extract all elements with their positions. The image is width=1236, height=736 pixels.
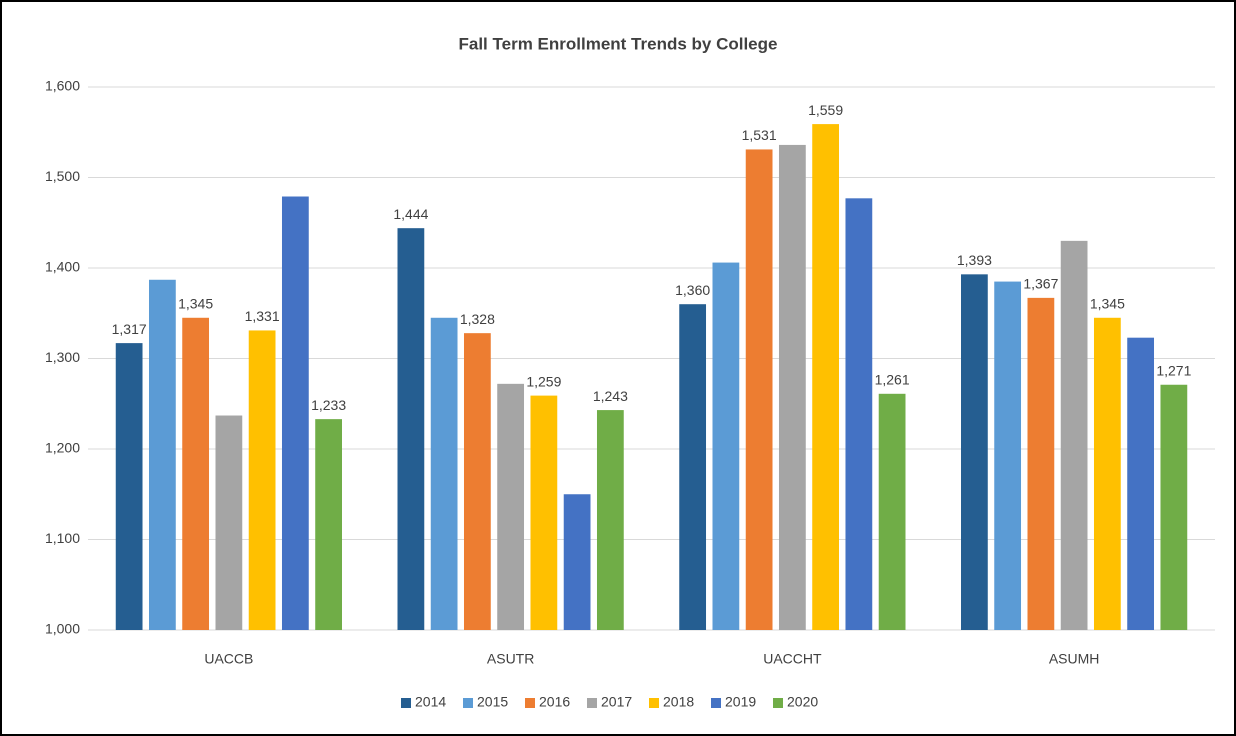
data-label: 1,345 — [1090, 295, 1125, 311]
legend-swatch — [711, 698, 721, 708]
bar — [778, 144, 806, 631]
x-tick-label: UACCB — [204, 651, 253, 667]
y-tick-label: 1,100 — [45, 530, 80, 546]
data-label: 1,328 — [460, 311, 495, 327]
data-label: 1,444 — [393, 206, 428, 222]
bar — [596, 410, 624, 630]
x-tick-label: UACCHT — [763, 651, 822, 667]
bar — [430, 317, 458, 630]
bar — [530, 395, 558, 630]
legend-label: 2019 — [725, 694, 756, 710]
data-label: 1,360 — [675, 282, 710, 298]
bar — [878, 393, 906, 630]
bar — [712, 262, 740, 630]
legend-swatch — [649, 698, 659, 708]
legend-swatch — [401, 698, 411, 708]
y-tick-label: 1,600 — [45, 78, 80, 94]
legend-swatch — [463, 698, 473, 708]
legend-label: 2018 — [663, 694, 694, 710]
bar — [745, 149, 773, 630]
legend-label: 2015 — [477, 694, 508, 710]
y-tick-label: 1,500 — [45, 168, 80, 184]
y-tick-label: 1,200 — [45, 440, 80, 456]
x-tick-label: ASUMH — [1049, 651, 1100, 667]
legend-label: 2016 — [539, 694, 570, 710]
bar — [397, 228, 425, 630]
bar — [215, 415, 243, 630]
y-tick-label: 1,400 — [45, 259, 80, 275]
y-tick-label: 1,000 — [45, 621, 80, 637]
legend-label: 2014 — [415, 694, 446, 710]
legend-label: 2020 — [787, 694, 818, 710]
bar — [182, 317, 210, 630]
legend-swatch — [525, 698, 535, 708]
data-label: 1,259 — [526, 373, 561, 389]
bar — [463, 333, 491, 630]
bar — [148, 279, 176, 630]
bar — [845, 198, 873, 630]
bar — [994, 281, 1022, 630]
bar — [497, 383, 525, 630]
bar — [248, 330, 276, 630]
bar — [563, 494, 591, 630]
data-label: 1,317 — [112, 321, 147, 337]
bar — [315, 419, 342, 630]
data-label: 1,345 — [178, 295, 213, 311]
data-label: 1,531 — [742, 127, 777, 143]
data-label: 1,393 — [957, 252, 992, 268]
bar — [679, 304, 707, 630]
legend-label: 2017 — [601, 694, 632, 710]
y-tick-label: 1,300 — [45, 349, 80, 365]
x-tick-label: ASUTR — [487, 651, 534, 667]
bar — [115, 343, 143, 630]
bar — [1127, 337, 1155, 630]
data-label: 1,233 — [311, 397, 346, 413]
data-label: 1,261 — [875, 371, 910, 387]
bar — [812, 124, 840, 630]
legend-swatch — [773, 698, 783, 708]
bar — [1027, 297, 1055, 630]
data-label: 1,367 — [1023, 276, 1058, 292]
data-label: 1,271 — [1156, 362, 1191, 378]
data-label: 1,243 — [593, 388, 628, 404]
data-label: 1,331 — [245, 308, 280, 324]
bar — [1093, 317, 1121, 630]
bar — [281, 196, 309, 630]
data-label: 1,559 — [808, 102, 843, 118]
bar — [1160, 384, 1188, 630]
bar — [1060, 240, 1088, 630]
bar — [961, 274, 988, 630]
chart-title: Fall Term Enrollment Trends by College — [459, 34, 778, 53]
legend-swatch — [587, 698, 597, 708]
